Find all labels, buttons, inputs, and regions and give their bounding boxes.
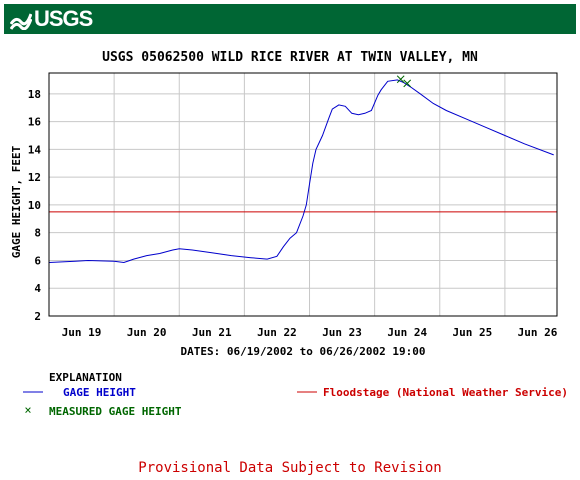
- x-tick-label: Jun 20: [127, 326, 167, 339]
- y-tick-label: 10: [28, 199, 41, 212]
- measured-gage-height-point: [403, 79, 412, 88]
- x-tick-label: Jun 22: [257, 326, 297, 339]
- usgs-logo-text: USGS: [34, 6, 93, 31]
- legend-gage-height-label: GAGE HEIGHT: [63, 386, 136, 399]
- x-tick-label: Jun 21: [192, 326, 232, 339]
- y-tick-label: 4: [34, 282, 41, 295]
- chart-series-group: [48, 79, 554, 264]
- x-tick-label: Jun 25: [452, 326, 492, 339]
- x-tick-label: Jun 19: [62, 326, 102, 339]
- usgs-header-bar: USGS: [4, 4, 576, 34]
- x-tick-label: Jun 24: [387, 326, 427, 339]
- measured-gage-height-point: [396, 75, 405, 84]
- y-tick-label: 2: [34, 310, 41, 323]
- provisional-notice: Provisional Data Subject to Revision: [138, 460, 441, 476]
- measured-point-stroke: [403, 79, 412, 88]
- chart-grid: [49, 73, 557, 317]
- x-axis-label: DATES: 06/19/2002 to 06/26/2002 19:00: [180, 345, 425, 358]
- x-tick-label: Jun 26: [518, 326, 558, 339]
- legend-measured-gage-height-label: MEASURED GAGE HEIGHT: [49, 405, 182, 418]
- y-tick-label: 18: [28, 88, 41, 101]
- measured-markers-group: [396, 75, 412, 88]
- legend-floodstage-label: Floodstage (National Weather Service): [323, 386, 568, 399]
- y-tick-labels: 2 4 6 8 10 12 14 16 18: [28, 88, 42, 323]
- y-tick-label: 14: [28, 143, 42, 156]
- x-tick-labels: Jun 19 Jun 20 Jun 21 Jun 22 Jun 23 Jun 24 Jun …: [62, 326, 558, 339]
- chart-title: USGS 05062500 WILD RICE RIVER AT TWIN VA…: [102, 50, 478, 65]
- y-tick-label: 8: [34, 227, 41, 240]
- usgs-wave-logo-icon: [10, 13, 32, 30]
- measured-point-stroke: [396, 75, 405, 84]
- y-tick-label: 12: [28, 171, 41, 184]
- legend-measured-x-icon: ×: [24, 403, 31, 417]
- y-tick-label: 6: [34, 254, 41, 267]
- gage-height-line: [48, 79, 554, 264]
- plot-frame: [48, 72, 558, 317]
- x-tick-label: Jun 23: [322, 326, 362, 339]
- usgs-logo: USGS: [10, 6, 93, 31]
- y-axis-label: GAGE HEIGHT, FEET: [10, 145, 23, 258]
- legend-title: EXPLANATION: [49, 371, 122, 384]
- y-tick-label: 16: [28, 116, 42, 129]
